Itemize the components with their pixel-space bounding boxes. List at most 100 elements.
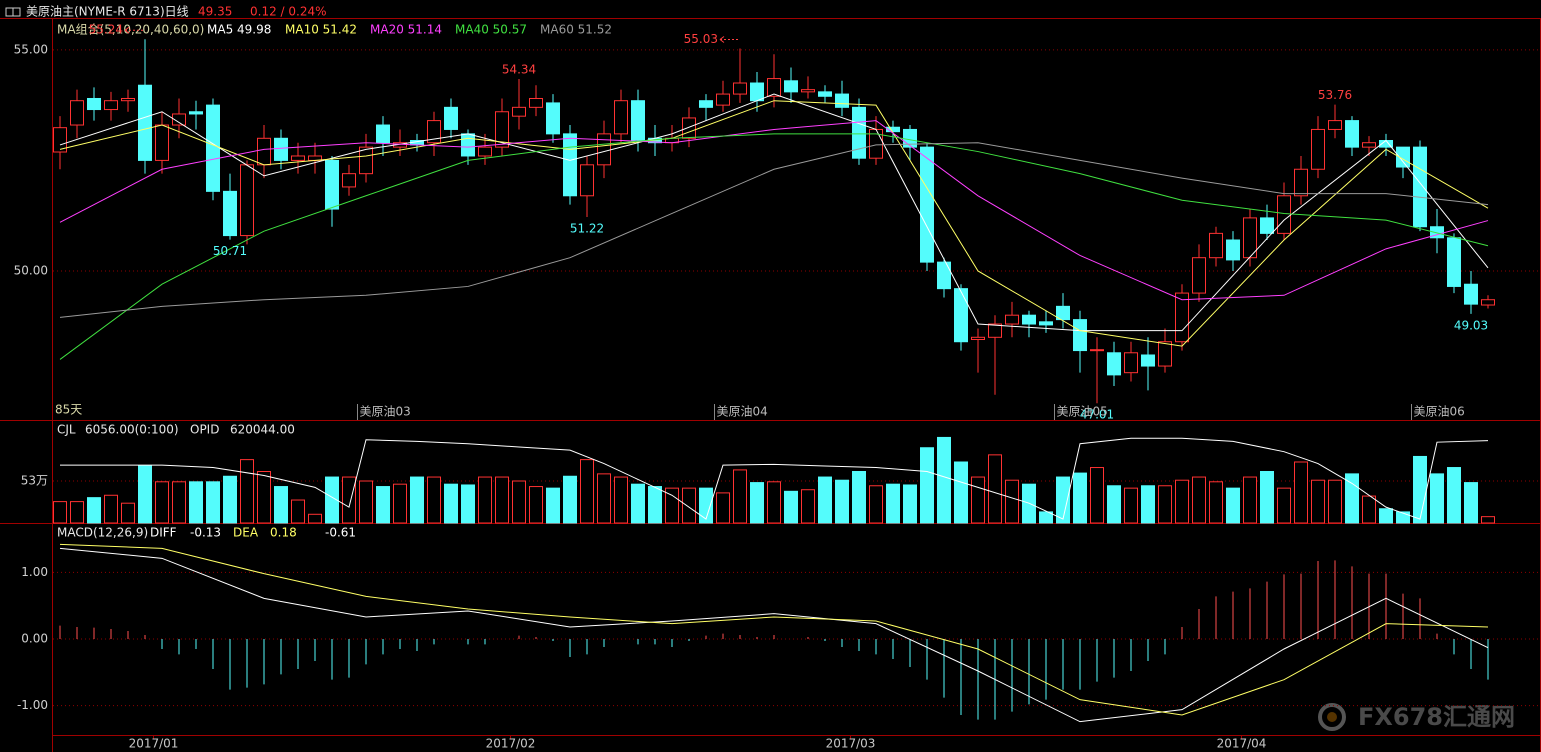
volume-bar <box>1447 467 1461 524</box>
candle-body <box>1107 352 1121 376</box>
ma-line <box>59 142 1489 318</box>
candle-body <box>1464 283 1478 305</box>
legend-entry: -0.13 <box>190 526 221 540</box>
candle-body <box>1481 299 1495 306</box>
volume-bar <box>1192 476 1206 524</box>
header-icon <box>5 7 21 17</box>
extreme-label: 51.22 <box>570 222 604 236</box>
x-tick-label: 2017/04 <box>1217 737 1267 751</box>
candle-body <box>359 146 373 175</box>
volume-bar <box>1464 482 1478 524</box>
volume-bar <box>138 465 152 524</box>
candle-body <box>1073 319 1087 352</box>
volume-bar <box>1056 476 1070 524</box>
legend-entry: -0.61 <box>325 526 356 540</box>
volume-bar <box>1005 479 1019 524</box>
volume-bar <box>835 479 849 524</box>
extreme-label: 55.03 <box>684 32 718 46</box>
candle-body <box>1209 232 1223 259</box>
volume-bar <box>767 481 781 524</box>
volume-bar <box>648 486 662 524</box>
x-tick-label: 2017/02 <box>486 737 536 751</box>
volume-bar <box>1260 471 1274 524</box>
volume-bar <box>223 475 237 524</box>
candle-body <box>1056 305 1070 321</box>
candle-body <box>631 100 645 141</box>
contract-label: 美原油04 <box>717 405 768 419</box>
candle-body <box>852 106 866 159</box>
volume-bar <box>546 487 560 524</box>
legend-entry: MA5 49.98 <box>207 23 271 37</box>
candle-body <box>699 100 713 108</box>
y-tick-label: 1.00 <box>21 565 48 579</box>
candle-body <box>529 97 543 108</box>
contract-label: 美原油06 <box>1414 405 1465 419</box>
volume-bar <box>274 486 288 524</box>
candle-body <box>444 106 458 130</box>
volume-bar <box>240 459 254 524</box>
volume-bar <box>1396 511 1410 524</box>
ma-line <box>59 133 1489 360</box>
macd-line <box>59 547 1489 723</box>
volume-bar <box>699 487 713 524</box>
volume-bar <box>597 473 611 524</box>
volume-bar <box>1413 455 1427 524</box>
volume-bar <box>1124 487 1138 524</box>
extreme-arrowhead <box>124 26 130 34</box>
volume-bar <box>1039 511 1053 524</box>
volume-bar <box>189 481 203 524</box>
candle-body <box>1328 120 1342 130</box>
volume-bar <box>461 484 475 524</box>
volume-bar <box>903 484 917 524</box>
volume-bar <box>155 481 169 524</box>
volume-bar <box>665 487 679 524</box>
candle-body <box>206 104 220 192</box>
ma-line <box>59 100 1489 347</box>
x-tick-label: 2017/03 <box>826 737 876 751</box>
candle-body <box>886 126 900 133</box>
legend-entry: MA40 50.57 <box>455 23 527 37</box>
candle-body <box>1430 226 1444 239</box>
candle-body <box>1226 239 1240 261</box>
candle-body <box>682 117 696 139</box>
legend-entry: DIFF <box>150 526 177 540</box>
volume-bar <box>495 476 509 524</box>
volume-bar <box>733 469 747 524</box>
macd-line <box>59 543 1489 716</box>
volume-bar <box>682 487 696 524</box>
candle-body <box>1260 217 1274 234</box>
candle-body <box>1005 314 1019 325</box>
candle-body <box>121 97 135 102</box>
volume-bar <box>784 490 798 524</box>
candle-body <box>597 133 611 166</box>
candle-body <box>1294 168 1308 197</box>
legend-entry: 620044.00 <box>230 423 295 437</box>
candle-body <box>461 133 475 157</box>
volume-bar <box>1379 508 1393 524</box>
volume-bar <box>512 480 526 524</box>
extreme-label: 49.03 <box>1454 318 1488 332</box>
extreme-label: 54.34 <box>502 63 536 77</box>
candle-body <box>512 106 526 117</box>
volume-bar <box>1141 485 1155 524</box>
volume-bar <box>886 483 900 524</box>
candle-body <box>172 113 186 126</box>
candle-body <box>427 120 441 144</box>
y-tick-label: 55.00 <box>14 42 48 56</box>
candle-body <box>1039 321 1053 326</box>
candle-body <box>563 133 577 197</box>
candle-body <box>342 173 356 188</box>
volume-bar <box>1311 479 1325 524</box>
candle-body <box>325 159 339 210</box>
candle-body <box>1362 142 1376 148</box>
legend-entry: CJL <box>57 423 76 437</box>
y-tick-label: 0.00 <box>21 632 48 646</box>
legend-entry: OPID <box>190 423 219 437</box>
candle-body <box>716 93 730 106</box>
candle-body <box>767 78 781 97</box>
volume-bar <box>393 483 407 524</box>
header-change: 0.12 / 0.24% <box>250 5 327 19</box>
watermark: FX678汇通网 <box>1358 703 1515 731</box>
volume-bar <box>937 436 951 524</box>
